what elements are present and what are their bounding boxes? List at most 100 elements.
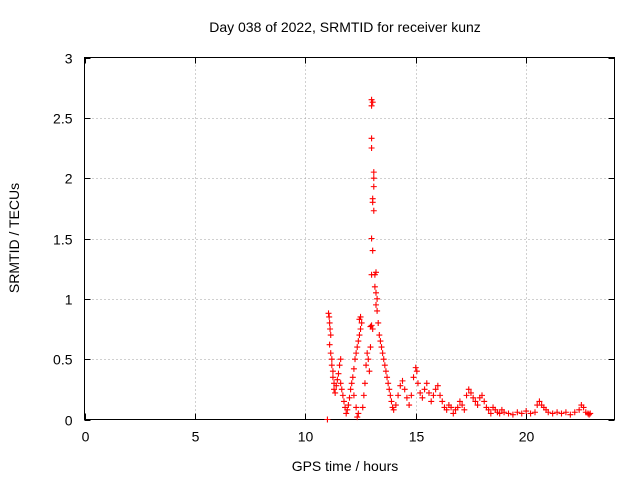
data-point xyxy=(368,145,375,151)
data-point xyxy=(375,319,382,326)
data-point xyxy=(392,402,399,409)
x-tick-label: 15 xyxy=(409,429,425,445)
data-point xyxy=(368,96,375,103)
data-point xyxy=(337,356,344,363)
data-point xyxy=(368,102,375,109)
data-point xyxy=(401,386,408,393)
data-point xyxy=(423,380,430,387)
data-point xyxy=(385,380,392,387)
data-point xyxy=(369,326,376,332)
data-point xyxy=(412,364,419,371)
data-point xyxy=(358,319,365,326)
data-point xyxy=(470,394,477,401)
data-point xyxy=(472,398,479,405)
data-point xyxy=(388,398,395,405)
data-point xyxy=(345,402,352,409)
data-points xyxy=(324,96,594,423)
data-point xyxy=(373,301,379,308)
data-point xyxy=(371,283,378,290)
data-point xyxy=(329,374,336,381)
data-point xyxy=(384,374,391,381)
data-point xyxy=(465,386,472,393)
data-point xyxy=(586,411,593,418)
data-point xyxy=(527,410,534,417)
data-point xyxy=(329,368,336,375)
data-point xyxy=(536,398,543,405)
data-point xyxy=(439,398,446,405)
data-point xyxy=(567,411,574,418)
data-point xyxy=(370,207,377,214)
data-point xyxy=(532,409,538,416)
data-point xyxy=(382,368,389,375)
data-point xyxy=(428,398,435,405)
y-tick-label: 2 xyxy=(65,171,73,187)
data-point xyxy=(359,404,366,411)
data-point xyxy=(339,392,346,399)
data-point xyxy=(558,410,565,417)
data-point xyxy=(459,402,466,409)
data-point xyxy=(580,404,587,411)
data-point xyxy=(349,374,356,381)
data-point xyxy=(432,386,439,393)
data-point xyxy=(487,410,494,417)
data-point xyxy=(355,338,362,345)
data-point xyxy=(501,409,508,416)
data-point xyxy=(356,316,363,323)
data-point xyxy=(414,380,421,387)
data-point xyxy=(514,409,521,416)
data-point xyxy=(380,356,387,363)
data-point xyxy=(352,356,359,363)
data-point xyxy=(576,406,583,413)
x-tick-label: 20 xyxy=(519,429,535,445)
data-point xyxy=(387,392,394,399)
data-point xyxy=(331,386,338,393)
data-point xyxy=(456,398,463,405)
data-point xyxy=(335,370,342,377)
data-point xyxy=(481,398,488,405)
data-point xyxy=(379,350,386,357)
data-point xyxy=(337,380,344,387)
y-tick-label: 0.5 xyxy=(53,352,73,368)
data-point xyxy=(450,410,457,417)
data-point xyxy=(571,409,578,416)
y-tick-label: 1.5 xyxy=(53,232,73,248)
x-axis-label: GPS time / hours xyxy=(292,458,399,474)
data-point xyxy=(430,392,437,399)
data-point xyxy=(353,350,360,357)
chart-title: Day 038 of 2022, SRMTID for receiver kun… xyxy=(209,19,481,35)
data-point xyxy=(366,368,373,375)
y-tick-label: 1 xyxy=(65,292,73,308)
data-point xyxy=(479,392,485,399)
data-point xyxy=(370,183,377,190)
data-point xyxy=(357,326,364,332)
data-point xyxy=(421,386,428,393)
grid-lines xyxy=(84,57,615,420)
data-point xyxy=(386,386,393,393)
data-point xyxy=(347,386,354,393)
data-point xyxy=(370,169,377,176)
data-point xyxy=(334,376,341,383)
data-point xyxy=(327,326,334,332)
y-axis-label: SRMTID / TECUs xyxy=(6,183,22,293)
data-point xyxy=(340,398,347,405)
data-point xyxy=(326,313,333,320)
data-point xyxy=(332,389,339,396)
data-point xyxy=(369,247,376,254)
data-point xyxy=(327,332,334,339)
data-point xyxy=(326,319,333,326)
data-point xyxy=(399,377,406,384)
y-tick-label: 3 xyxy=(65,51,73,67)
data-point xyxy=(434,382,441,389)
data-point xyxy=(327,350,334,357)
data-point xyxy=(373,269,379,276)
data-point xyxy=(417,389,424,396)
data-point xyxy=(461,406,468,413)
data-point xyxy=(368,322,375,329)
data-point xyxy=(509,411,516,418)
data-point xyxy=(377,338,384,345)
data-point xyxy=(365,356,372,363)
data-point xyxy=(587,410,594,417)
data-point xyxy=(496,410,503,417)
data-point xyxy=(360,392,367,399)
data-point xyxy=(353,404,360,411)
